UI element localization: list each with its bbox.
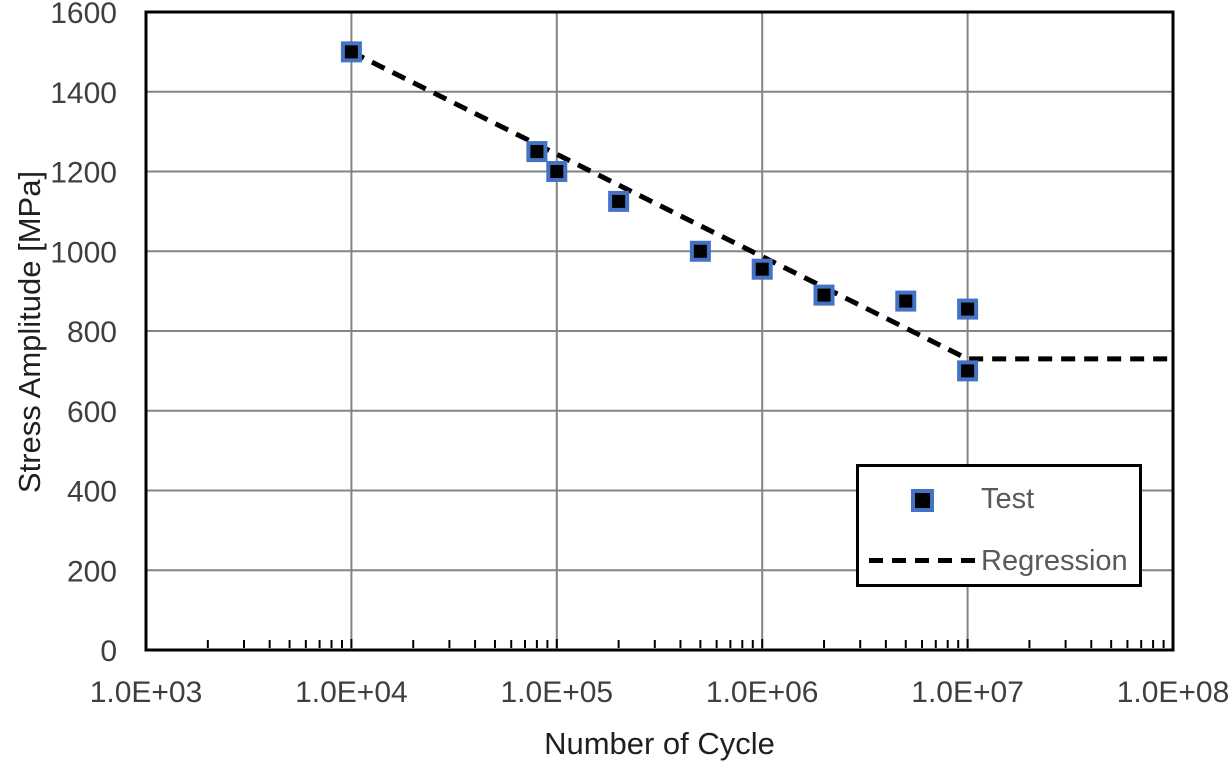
x-tick-label: 1.0E+04 <box>295 676 408 709</box>
test-data-point <box>895 290 917 312</box>
x-tick-label: 1.0E+08 <box>1117 676 1230 709</box>
test-data-point <box>751 258 773 280</box>
y-tick-label: 0 <box>100 635 117 668</box>
legend-regression-label: Regression <box>981 545 1128 577</box>
x-axis-title: Number of Cycle <box>544 726 775 761</box>
test-data-point <box>608 190 630 212</box>
test-data-point <box>340 41 362 63</box>
y-tick-label: 800 <box>67 316 117 349</box>
y-tick-label: 1600 <box>50 0 117 30</box>
y-tick-label: 1400 <box>50 77 117 110</box>
legend-test-label: Test <box>981 483 1035 515</box>
test-data-point <box>526 141 548 163</box>
x-tick-label: 1.0E+06 <box>706 676 819 709</box>
test-data-point <box>546 161 568 182</box>
y-tick-label: 1200 <box>50 157 117 190</box>
y-tick-label: 200 <box>67 555 117 588</box>
x-tick-label: 1.0E+07 <box>911 676 1024 709</box>
test-data-point <box>813 284 835 306</box>
plot-border <box>144 10 1175 652</box>
y-axis-title: Stress Amplitude [MPa] <box>12 170 47 494</box>
legend-test-marker-icon <box>911 489 934 512</box>
y-tick-label: 600 <box>67 396 117 429</box>
x-tick-label: 1.0E+03 <box>90 676 203 709</box>
test-data-point <box>689 240 711 262</box>
test-data-point <box>957 360 979 382</box>
x-tick-label: 1.0E+05 <box>500 676 613 709</box>
y-tick-label: 400 <box>67 476 117 509</box>
legend: Test Regression <box>856 464 1142 587</box>
legend-regression-line-icon <box>869 558 977 563</box>
y-tick-label: 1000 <box>50 236 117 269</box>
test-data-point <box>957 298 979 320</box>
